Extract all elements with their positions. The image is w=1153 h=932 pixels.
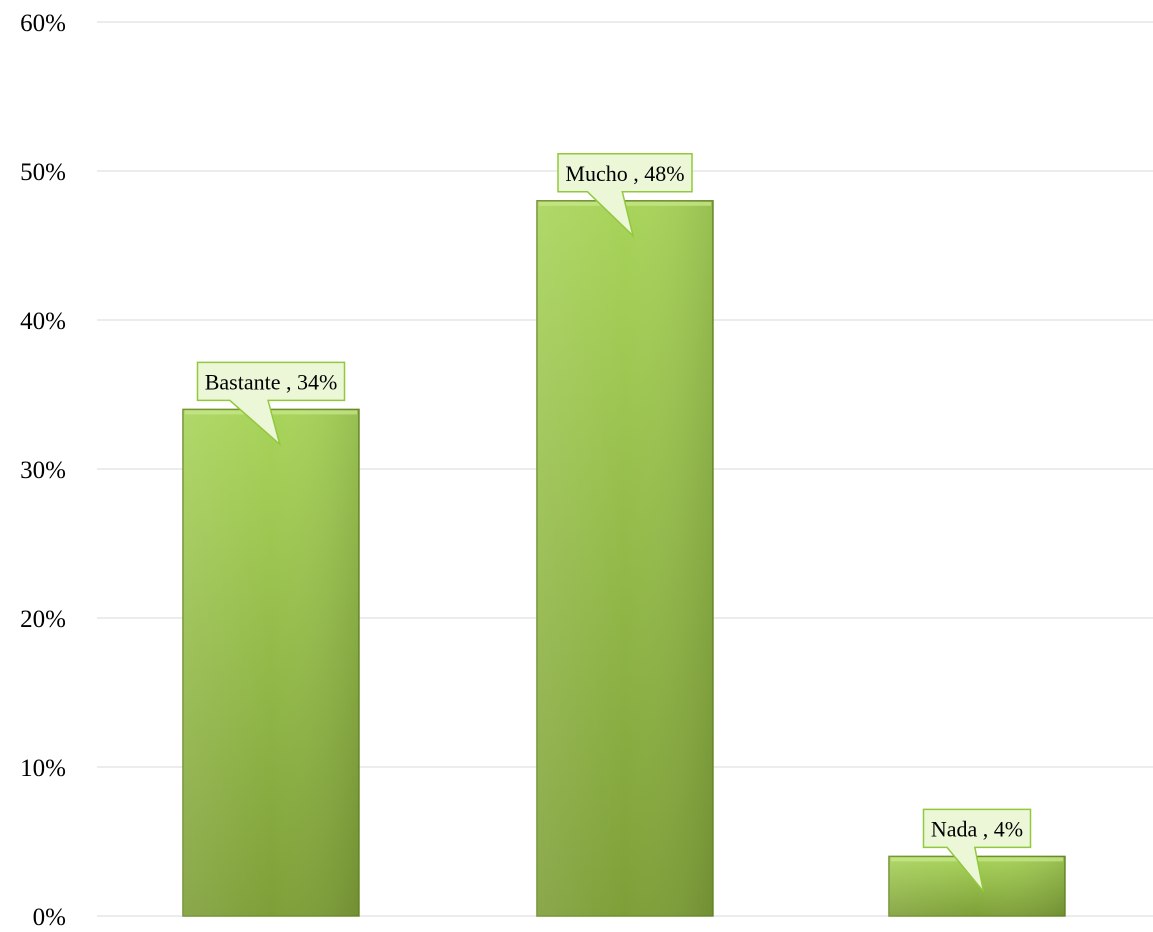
y-tick-label: 20% [20, 606, 66, 633]
y-tick-label: 10% [20, 755, 66, 782]
y-axis-tick-labels: 0% 10% 20% 30% 40% 50% 60% [20, 10, 66, 931]
data-label-text: Mucho , 48% [565, 161, 684, 186]
bar-nada [888, 855, 1066, 917]
bar-sheen [537, 200, 713, 917]
data-label-callout [557, 153, 693, 239]
y-tick-label: 30% [20, 457, 66, 484]
y-tick-label: 60% [20, 10, 66, 37]
bars [182, 200, 1066, 917]
data-label: Bastante , 34% [196, 361, 346, 447]
data-label-callout [922, 808, 1032, 892]
bar-mucho [536, 200, 714, 917]
data-label-text: Bastante , 34% [205, 369, 338, 394]
y-tick-label: 0% [33, 904, 66, 931]
bar-sheen [183, 409, 359, 916]
data-label: Nada , 4% [922, 808, 1032, 892]
data-labels: Bastante , 34% Mucho , 48% Nada , 4% [196, 153, 1032, 892]
y-tick-label: 40% [20, 308, 66, 335]
y-tick-label: 50% [20, 159, 66, 186]
bar-bastante [182, 408, 360, 917]
data-label-text: Nada , 4% [931, 816, 1023, 841]
data-label: Mucho , 48% [557, 153, 693, 239]
data-label-callout [196, 361, 346, 447]
